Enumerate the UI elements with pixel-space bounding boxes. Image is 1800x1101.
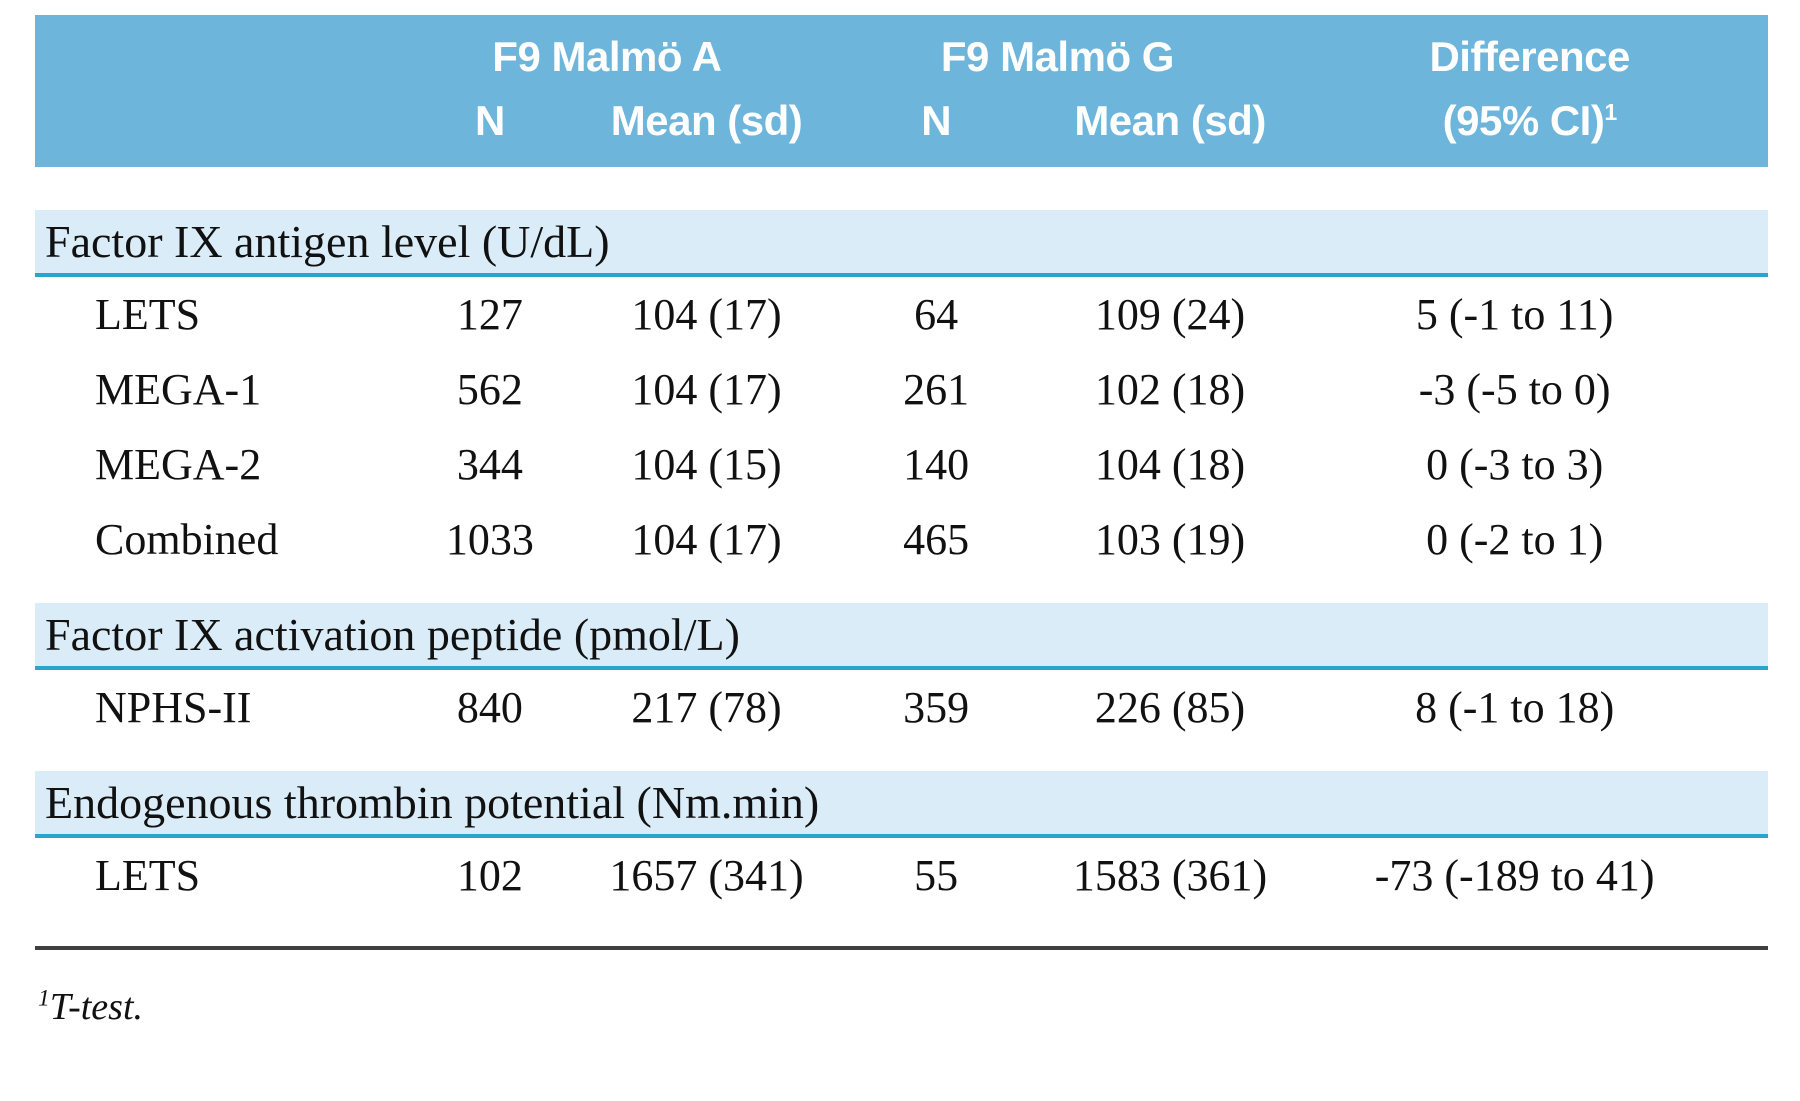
cell-mean-a: 104 (17) [631,515,782,564]
header-mean-g: Mean (sd) [1074,97,1266,144]
footnote-marker: 1 [38,985,50,1012]
cell-n-g: 261 [903,365,970,414]
cell-difference: 5 (-1 to 11) [1415,290,1614,339]
header-ci: (95% CI)1 [1291,97,1768,145]
cell-n-g: 465 [903,515,970,564]
cell-n-g: 64 [914,290,959,339]
row-label: MEGA-2 [95,440,262,489]
cell-mean-g: 226 (85) [1094,683,1246,732]
cell-n-a: 840 [456,683,523,732]
cell-n-a: 562 [456,365,523,414]
cell-mean-g: 104 (18) [1094,440,1246,489]
header-ci-footnote-marker: 1 [1604,99,1617,125]
table-row: LETS 127 104 (17) 64 109 (24) 5 (-1 to 1… [35,277,1768,352]
section-gap [35,745,1768,771]
cell-mean-a: 104 (17) [631,290,782,339]
row-label: NPHS-II [95,683,252,732]
table-row: MEGA-1 562 104 (17) 261 102 (18) -3 (-5 … [35,352,1768,427]
header-mean-a: Mean (sd) [610,97,803,144]
header-row-stats: N Mean (sd) N Mean (sd) (95% CI)1 [35,89,1768,153]
cell-difference: -3 (-5 to 0) [1418,365,1611,414]
cell-difference: 0 (-3 to 3) [1426,440,1604,489]
cell-difference: 0 (-2 to 1) [1426,515,1604,564]
data-table: F9 Malmö A F9 Malmö G Difference N Mean … [35,15,1768,913]
cell-n-g: 55 [914,851,959,900]
table-row: LETS 102 1657 (341) 55 1583 (361) -73 (-… [35,838,1768,913]
footnote-text: T-test. [49,986,144,1028]
header-ci-text: (95% CI) [1442,97,1605,144]
cell-n-a: 344 [456,440,523,489]
cell-n-g: 140 [903,440,970,489]
row-label: LETS [95,851,201,900]
section-gap [35,577,1768,603]
bottom-rule [35,946,1768,950]
section-header-antigen: Factor IX antigen level (U/dL) [35,210,1768,273]
section-header-thrombin-potential: Endogenous thrombin potential (Nm.min) [35,771,1768,834]
row-label: Combined [95,515,279,564]
cell-n-a: 102 [456,851,523,900]
header-n-a: N [474,97,505,144]
cell-mean-g: 103 (19) [1094,515,1246,564]
cell-n-a: 1033 [445,515,534,564]
table-row: MEGA-2 344 104 (15) 140 104 (18) 0 (-3 t… [35,427,1768,502]
cell-mean-a: 217 (78) [631,683,782,732]
table-row: NPHS-II 840 217 (78) 359 226 (85) 8 (-1 … [35,670,1768,745]
table-header: F9 Malmö A F9 Malmö G Difference N Mean … [35,15,1768,167]
cell-mean-a: 104 (17) [631,365,782,414]
section-rule [35,666,1768,670]
header-n-g: N [921,97,952,144]
cell-difference: -73 (-189 to 41) [1374,851,1655,900]
cell-mean-g: 102 (18) [1094,365,1246,414]
row-label: MEGA-1 [95,365,262,414]
cell-mean-g: 109 (24) [1094,290,1246,339]
section-rule [35,834,1768,838]
header-gap [35,167,1768,210]
cell-mean-a: 104 (15) [631,440,782,489]
row-label: LETS [95,290,201,339]
header-row-groups: F9 Malmö A F9 Malmö G Difference [35,25,1768,89]
table-row: Combined 1033 104 (17) 465 103 (19) 0 (-… [35,502,1768,577]
header-difference: Difference [1429,33,1630,80]
cell-mean-a: 1657 (341) [609,851,804,900]
cell-mean-g: 1583 (361) [1072,851,1268,900]
header-group-malmo-a: F9 Malmö A [492,33,722,80]
footnote: 1T-test. [38,985,143,1029]
cell-n-a: 127 [456,290,523,339]
section-header-activation-peptide: Factor IX activation peptide (pmol/L) [35,603,1768,666]
cell-n-g: 359 [903,683,970,732]
cell-difference: 8 (-1 to 18) [1415,683,1615,732]
section-rule [35,273,1768,277]
header-group-malmo-g: F9 Malmö G [940,33,1175,80]
